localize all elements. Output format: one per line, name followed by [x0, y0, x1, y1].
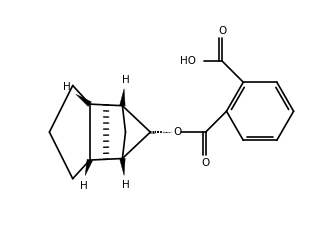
Text: O: O: [173, 127, 182, 137]
Text: O: O: [202, 158, 210, 168]
Text: H: H: [122, 74, 130, 84]
Polygon shape: [119, 158, 125, 175]
Text: H: H: [122, 180, 130, 190]
Text: O: O: [218, 25, 227, 35]
Text: H: H: [63, 82, 71, 92]
Polygon shape: [119, 89, 125, 106]
Text: HO: HO: [180, 56, 196, 66]
Polygon shape: [85, 159, 92, 176]
Text: H: H: [80, 181, 87, 191]
Polygon shape: [76, 94, 91, 106]
